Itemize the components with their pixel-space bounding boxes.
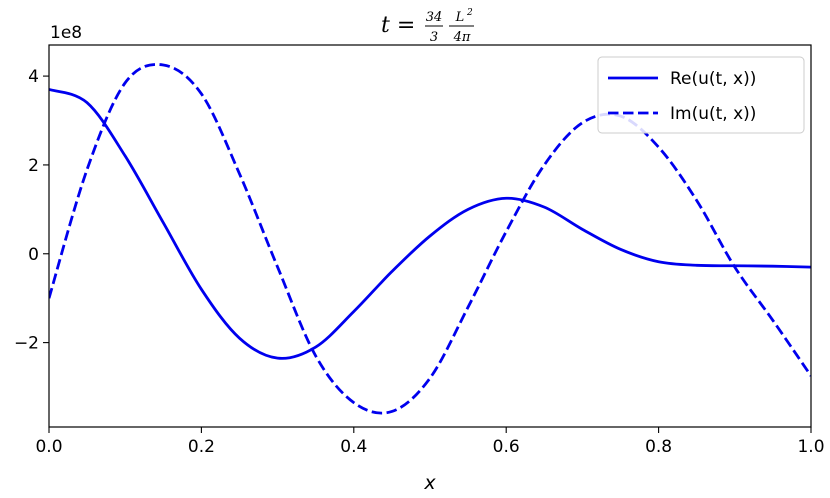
title-frac2-numerator: L <box>455 10 465 25</box>
legend-label: Re(u(t, x)) <box>670 69 756 89</box>
legend-label: Im(u(t, x)) <box>670 104 756 124</box>
legend-box <box>597 56 805 134</box>
title-frac2-exponent: 2 <box>466 8 473 18</box>
title-frac1-denominator: 3 <box>430 30 438 45</box>
x-axis: 0.0 0.2 0.4 0.6 0.8 1.0 <box>35 427 825 457</box>
x-tick-label: 0.6 <box>493 437 520 457</box>
x-tick-label: 0.4 <box>340 437 367 457</box>
y-tick-label: 0 <box>28 245 39 265</box>
x-tick-label: 0.8 <box>645 437 672 457</box>
plot-area <box>48 44 812 428</box>
title-prefix: t = <box>381 13 415 38</box>
series-line-imaginary <box>49 63 811 415</box>
plot-frame <box>48 44 812 428</box>
x-axis-label: x <box>423 472 436 494</box>
y-tick-label: −2 <box>14 334 39 354</box>
series-line-real <box>49 88 811 360</box>
y-axis: −2 0 2 4 <box>14 67 49 354</box>
legend: Re(u(t, x)) Im(u(t, x)) <box>597 56 805 134</box>
y-tick-label: 2 <box>28 156 39 176</box>
title-frac1-numerator: 34 <box>426 10 443 25</box>
x-tick-label: 0.0 <box>35 437 62 457</box>
x-tick-label: 0.2 <box>188 437 215 457</box>
title-frac2-denominator: 4π <box>453 30 471 45</box>
chart-title: t = 34 3 L 2 4π <box>381 8 474 45</box>
x-tick-label: 1.0 <box>797 437 824 457</box>
y-axis-offset-label: 1e8 <box>50 23 82 43</box>
y-tick-label: 4 <box>28 67 39 87</box>
